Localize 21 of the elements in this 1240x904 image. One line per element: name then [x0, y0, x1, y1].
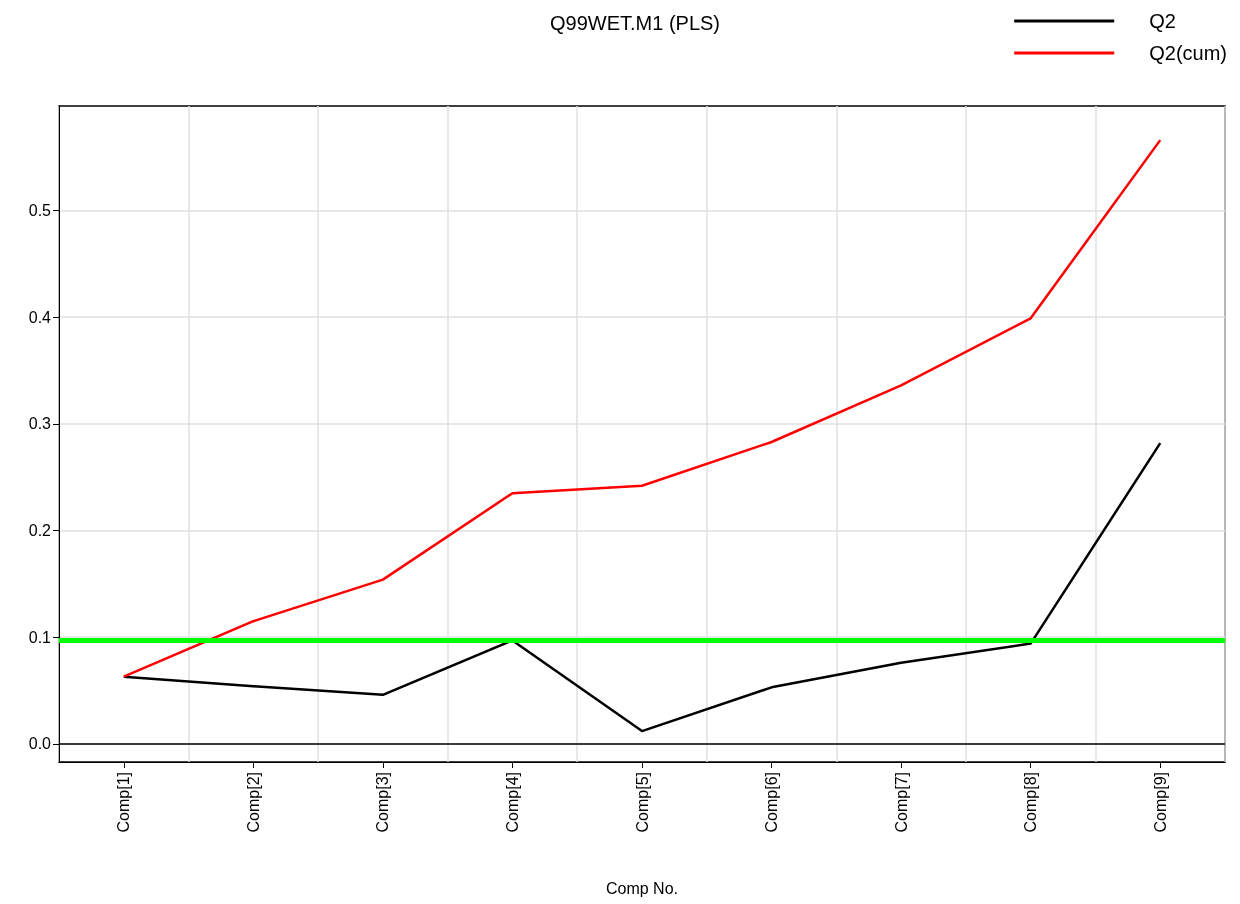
- legend-label: Q2: [1149, 10, 1176, 32]
- y-tick-label: 0.4: [28, 308, 52, 326]
- line-series: [122, 441, 1162, 733]
- x-tick-label: Comp[2]: [244, 772, 262, 833]
- x-tick-label: Comp[7]: [892, 772, 910, 833]
- x-axis-title: Comp No.: [605, 879, 679, 897]
- x-tick-label: Comp[5]: [633, 772, 651, 833]
- y-tick-label: 0.0: [28, 735, 52, 753]
- y-tick-label: 0.3: [28, 415, 52, 433]
- x-tick-label: Comp[1]: [115, 772, 133, 833]
- y-tick-label: 0.1: [28, 628, 52, 646]
- line-series: [122, 138, 1162, 678]
- chart-title: Q99WET.M1 (PLS): [549, 12, 721, 34]
- y-tick-label: 0.5: [28, 202, 52, 220]
- x-tick-label: Comp[9]: [1151, 772, 1169, 833]
- x-tick-label: Comp[3]: [374, 772, 392, 833]
- x-tick-label: Comp[6]: [763, 772, 781, 833]
- legend-label: Q2(cum): [1149, 42, 1228, 64]
- x-tick-label: Comp[8]: [1022, 772, 1040, 833]
- x-tick-label: Comp[4]: [503, 772, 521, 833]
- y-tick-label: 0.2: [28, 522, 52, 540]
